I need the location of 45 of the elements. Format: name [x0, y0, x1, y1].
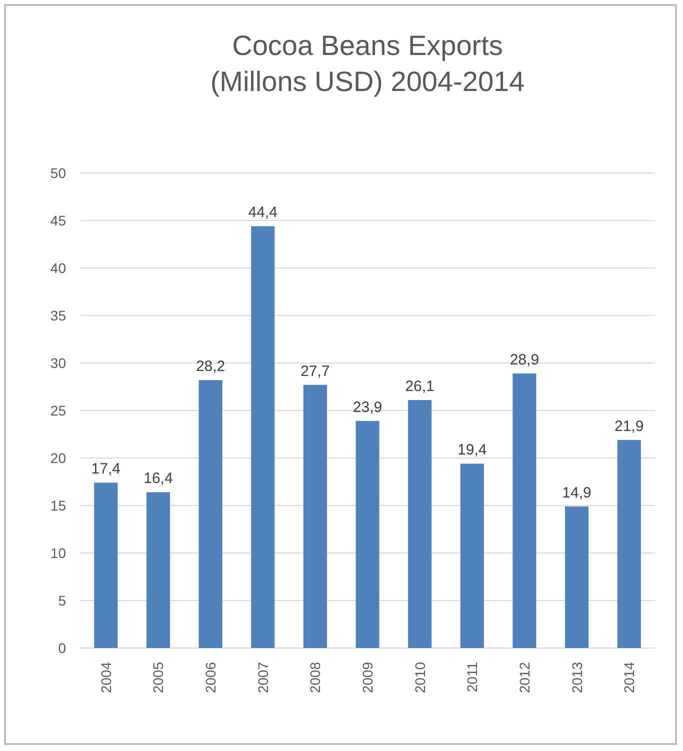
data-label: 21,9 [614, 418, 644, 435]
y-tick-label: 10 [50, 545, 66, 561]
data-label: 44,4 [248, 204, 278, 222]
y-tick-label: 45 [50, 212, 66, 228]
data-label: 27,7 [300, 362, 330, 380]
bar [303, 384, 327, 648]
bar [617, 440, 641, 648]
x-tick-label: 2005 [150, 662, 166, 694]
x-tick-label: 2013 [568, 662, 585, 694]
y-tick-label: 5 [58, 592, 66, 608]
y-tick-label: 0 [58, 640, 66, 656]
x-tick-label: 2007 [254, 662, 271, 694]
y-tick-label: 25 [50, 402, 66, 418]
data-label: 16,4 [144, 470, 173, 488]
data-label: 28,9 [510, 351, 540, 368]
chart-title: Cocoa Beans Exports (Millons USD) 2004-2014 [210, 30, 525, 97]
data-label: 17,4 [91, 460, 120, 478]
bar [512, 373, 536, 648]
x-tick-label: 2004 [98, 662, 114, 694]
data-label: 23,9 [352, 398, 382, 416]
bar [356, 420, 380, 648]
y-tick-label: 20 [50, 450, 66, 466]
x-tick-label: 2012 [516, 662, 532, 694]
data-label: 28,2 [196, 358, 226, 376]
x-tick-label: 2010 [412, 662, 428, 694]
bar [251, 226, 275, 648]
y-tick-label: 40 [50, 260, 66, 276]
y-tick-label: 15 [50, 498, 66, 514]
bar [146, 492, 170, 648]
x-tick-label: 2009 [360, 662, 376, 694]
x-tick-label: 2014 [621, 662, 638, 694]
y-tick-label: 50 [50, 165, 66, 181]
bar [94, 482, 118, 648]
x-tick-label: 2006 [202, 662, 219, 694]
y-tick-label: 30 [50, 355, 66, 371]
bar [408, 400, 432, 648]
bar [460, 464, 484, 648]
bar [198, 380, 222, 648]
bar [565, 506, 589, 648]
data-label: 14,9 [562, 484, 592, 502]
x-tick-label: 2011 [464, 662, 480, 692]
data-label: 26,1 [405, 378, 434, 396]
data-label: 19,4 [458, 442, 487, 459]
x-tick-label: 2008 [307, 662, 324, 694]
y-tick-label: 35 [50, 308, 66, 324]
